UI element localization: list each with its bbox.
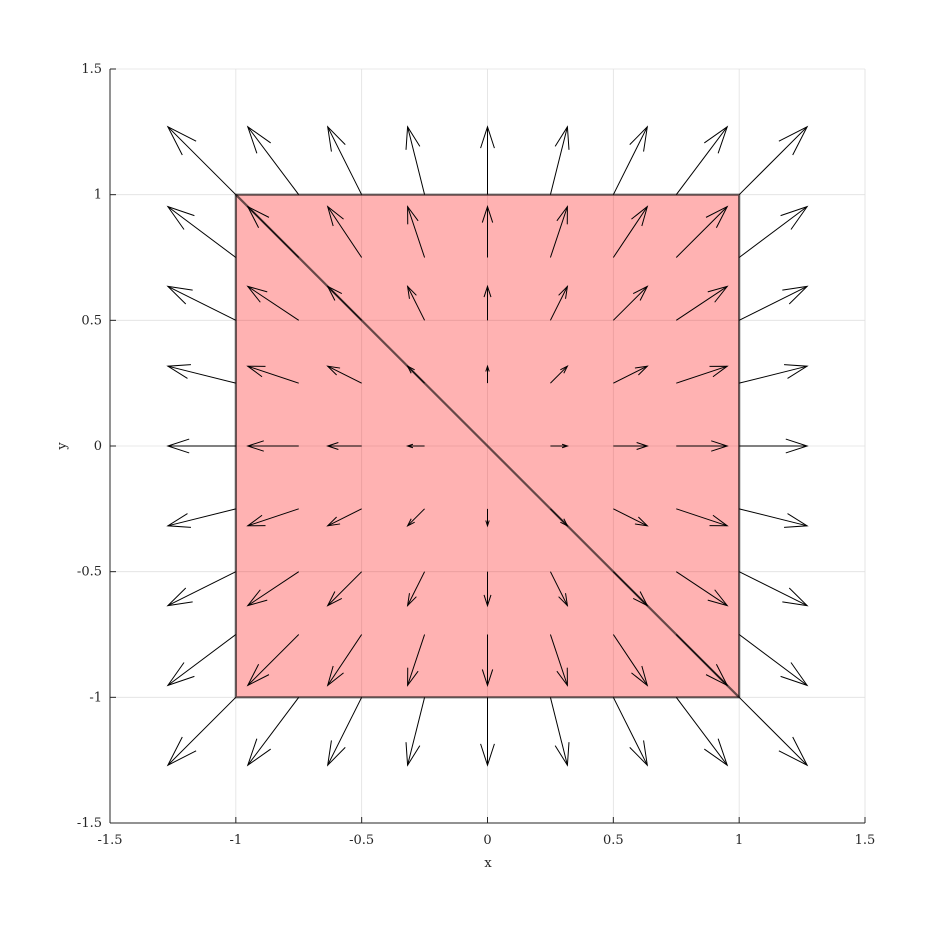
- arrow-1-0: [248, 697, 299, 765]
- arrow-head: [168, 286, 193, 304]
- x-tick-label: 0.5: [603, 833, 624, 848]
- arrow-shaft: [408, 697, 425, 765]
- patch-layer: [236, 195, 739, 698]
- arrow-shaft: [550, 697, 567, 765]
- arrow-0-7: [168, 207, 236, 258]
- x-tick-label: -1.5: [97, 833, 122, 848]
- arrow-head: [328, 127, 346, 152]
- arrow-shaft: [168, 366, 236, 383]
- arrow-0-8: [168, 127, 236, 195]
- arrow-shaft: [613, 127, 647, 195]
- arrow-4-8: [481, 127, 495, 195]
- y-tick-label: -1.5: [77, 816, 102, 831]
- arrow-7-0: [676, 697, 727, 765]
- arrow-shaft: [248, 127, 299, 195]
- arrow-shaft: [248, 697, 299, 765]
- arrow-4-0: [481, 697, 495, 765]
- arrow-shaft: [550, 127, 567, 195]
- arrow-shaft: [739, 286, 807, 320]
- arrow-5-8: [550, 127, 569, 195]
- arrow-8-8: [739, 127, 807, 195]
- y-tick-label: -1: [89, 690, 102, 705]
- arrow-8-7: [739, 207, 807, 258]
- arrow-head: [630, 740, 648, 765]
- y-tick-label: 1.5: [81, 62, 102, 77]
- y-axis-label: y: [55, 442, 70, 451]
- arrow-shaft: [739, 697, 807, 765]
- arrow-shaft: [739, 509, 807, 526]
- arrow-shaft: [739, 635, 807, 686]
- arrow-0-4: [168, 439, 236, 453]
- arrow-shaft: [168, 127, 236, 195]
- arrow-7-8: [676, 127, 727, 195]
- arrow-shaft: [168, 286, 236, 320]
- arrow-5-0: [550, 697, 569, 765]
- arrow-shaft: [168, 207, 236, 258]
- arrow-8-4: [739, 439, 807, 453]
- arrow-3-8: [406, 127, 425, 195]
- y-tick-label: 0.5: [81, 313, 102, 328]
- arrow-2-0: [328, 697, 362, 765]
- arrow-shaft: [613, 697, 647, 765]
- arrow-8-5: [739, 365, 807, 384]
- arrow-8-3: [739, 509, 807, 528]
- arrow-8-1: [739, 635, 807, 686]
- x-tick-label: 1.5: [855, 833, 876, 848]
- arrow-shaft: [408, 127, 425, 195]
- arrow-0-6: [168, 286, 236, 320]
- arrow-0-2: [168, 572, 236, 606]
- arrow-shaft: [676, 697, 727, 765]
- arrow-6-0: [613, 697, 647, 765]
- y-tick-label: -0.5: [77, 565, 102, 580]
- arrow-0-0: [168, 697, 236, 765]
- arrow-shaft: [739, 127, 807, 195]
- y-tick-label: 1: [94, 188, 102, 203]
- arrow-shaft: [328, 127, 362, 195]
- arrow-shaft: [168, 572, 236, 606]
- y-tick-label: 0: [94, 439, 102, 454]
- arrow-0-1: [168, 635, 236, 686]
- arrow-head: [630, 127, 648, 152]
- arrow-1-8: [248, 127, 299, 195]
- x-tick-label: -0.5: [349, 833, 374, 848]
- arrow-head: [328, 740, 346, 765]
- arrow-8-0: [739, 697, 807, 765]
- arrow-8-2: [739, 572, 807, 606]
- x-tick-label: -1: [229, 833, 242, 848]
- arrow-head: [168, 588, 193, 606]
- arrow-head: [782, 588, 807, 606]
- arrow-shaft: [676, 127, 727, 195]
- arrow-shaft: [168, 697, 236, 765]
- x-axis-label: x: [484, 856, 492, 871]
- x-tick-label: 0: [483, 833, 491, 848]
- arrow-shaft: [168, 635, 236, 686]
- arrow-shaft: [739, 366, 807, 383]
- arrow-2-8: [328, 127, 362, 195]
- arrow-8-6: [739, 286, 807, 320]
- arrow-shaft: [739, 572, 807, 606]
- arrow-6-8: [613, 127, 647, 195]
- arrow-head: [782, 286, 807, 304]
- arrow-0-3: [168, 509, 236, 528]
- arrow-shaft: [168, 509, 236, 526]
- arrow-shaft: [739, 207, 807, 258]
- x-tick-label: 1: [735, 833, 743, 848]
- arrow-shaft: [328, 697, 362, 765]
- arrow-3-0: [406, 697, 425, 765]
- arrow-0-5: [168, 365, 236, 384]
